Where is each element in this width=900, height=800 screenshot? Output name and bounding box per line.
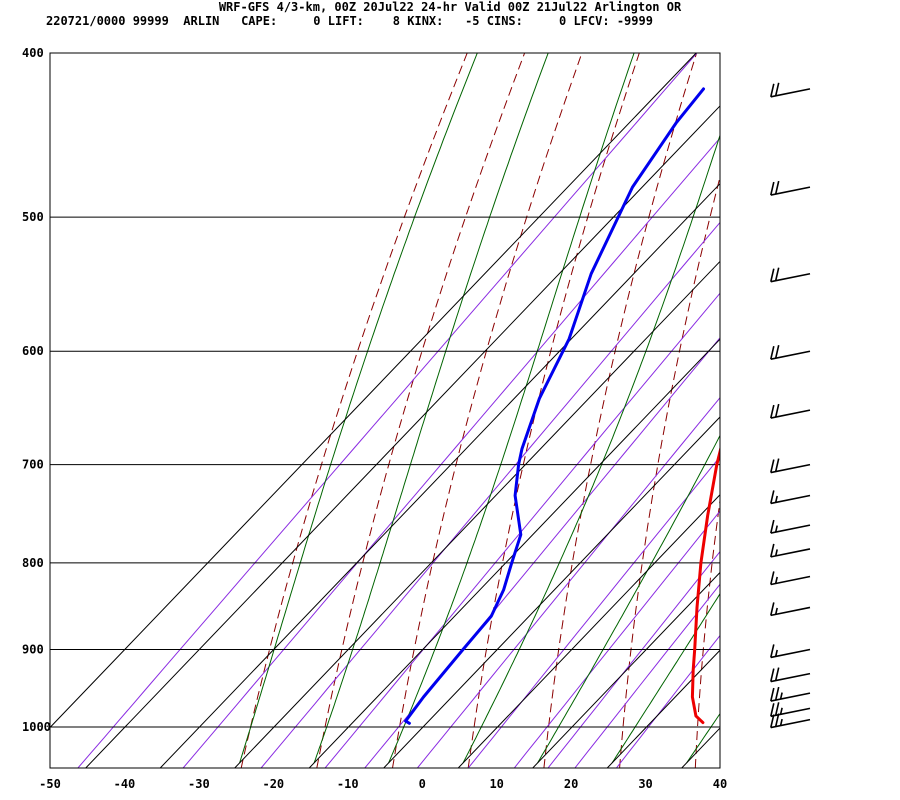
dry-adiabat — [694, 497, 720, 768]
moist-adiabat — [239, 53, 478, 764]
temperature-tick-label: -30 — [188, 777, 210, 791]
background-reference-lines — [77, 53, 900, 768]
isotherm — [383, 416, 721, 769]
pressure-tick-label: 700 — [22, 458, 44, 472]
pressure-tick-label: 900 — [22, 642, 44, 656]
wind-barb — [770, 713, 811, 729]
chart-title: WRF-GFS 4/3-km, 00Z 20Jul22 24-hr Valid … — [218, 0, 682, 14]
isotherm — [681, 727, 721, 769]
moist-adiabat — [686, 712, 720, 764]
wind-barb — [770, 667, 811, 683]
isotherm — [532, 572, 721, 769]
dry-adiabat — [392, 53, 583, 768]
pressure-tick-label: 400 — [22, 46, 44, 60]
dry-adiabat — [316, 53, 526, 768]
isotherm — [159, 183, 721, 769]
station-stats-line: 220721/0000 99999 ARLIN CAPE: 0 LIFT: 8 … — [46, 14, 653, 28]
stat-kinx: KINX: -5 — [400, 14, 480, 28]
temperature-tick-label: -20 — [262, 777, 284, 791]
temperature-tick-label: -40 — [114, 777, 136, 791]
temperature-axis-labels: -50 -40 -30 -20 -10 0 10 20 30 40 — [39, 777, 727, 791]
temperature-tick-label: 40 — [713, 777, 727, 791]
temperature-tick-label: 30 — [638, 777, 652, 791]
wind-barb — [770, 267, 811, 283]
mixing-ratio-line — [324, 292, 720, 768]
moist-adiabat — [313, 53, 549, 764]
mixing-ratio-line — [467, 455, 720, 768]
temperature-tick-label: 0 — [419, 777, 426, 791]
pressure-tick-label: 1000 — [22, 720, 51, 734]
sounding-profiles — [404, 87, 720, 725]
plot-frame — [49, 52, 721, 769]
temperature-tick-label: 10 — [489, 777, 503, 791]
mixing-ratio-line — [616, 634, 720, 768]
stability-indices: CAPE: 0 LIFT: 8 KINX: -5 CINS: 0 LFCV: -… — [219, 14, 653, 28]
mixing-ratio-line — [417, 396, 720, 768]
dry-adiabat — [847, 53, 900, 768]
wind-barb — [770, 519, 811, 534]
wind-barb — [770, 180, 811, 196]
temperature-tick-label: -50 — [39, 777, 61, 791]
isotherm — [606, 649, 721, 769]
temperature-tick-label: 20 — [564, 777, 578, 791]
wind-barb — [770, 403, 811, 419]
mixing-ratio-line — [513, 510, 720, 768]
isotherm — [457, 494, 721, 769]
moist-adiabat — [611, 592, 720, 764]
isotherm — [234, 261, 721, 769]
pressure-tick-label: 800 — [22, 556, 44, 570]
station-id: 220721/0000 99999 ARLIN — [46, 14, 220, 28]
moist-adiabat — [537, 434, 720, 764]
dry-adiabat — [619, 175, 720, 768]
mixing-ratio-line — [364, 337, 720, 768]
wind-barb — [770, 686, 811, 702]
moist-adiabat — [388, 53, 635, 764]
mixing-ratio-line — [574, 583, 720, 768]
isotherm — [49, 52, 697, 728]
pressure-tick-label: 600 — [22, 344, 44, 358]
dry-adiabat — [467, 53, 640, 768]
wind-barb — [770, 644, 811, 659]
wind-barb — [770, 458, 811, 474]
pressure-tick-label: 500 — [22, 210, 44, 224]
isotherm — [85, 105, 721, 769]
temperature-tick-label: -10 — [337, 777, 359, 791]
dry-adiabat — [543, 53, 698, 768]
mixing-ratio-line — [182, 137, 720, 768]
wind-barb — [770, 345, 811, 360]
wind-barb — [770, 571, 811, 586]
dry-adiabat — [771, 53, 869, 768]
grid-lines — [49, 52, 721, 769]
stat-cape: CAPE: 0 — [219, 14, 321, 28]
temperature-profile — [690, 445, 720, 725]
stat-cins: CINS: 0 — [479, 14, 567, 28]
wind-barb — [770, 490, 811, 505]
mixing-ratio-line — [547, 550, 720, 768]
moist-adiabat — [462, 133, 720, 764]
stat-lfcv: LFCV: -9999 — [566, 14, 653, 28]
wind-barb — [770, 702, 811, 718]
dewpoint-profile — [404, 87, 705, 725]
wind-barb — [770, 543, 811, 558]
mixing-ratio-line — [77, 53, 698, 768]
wind-barb — [770, 602, 811, 617]
wind-barbs — [770, 82, 811, 729]
pressure-axis-labels: 400 500 600 700 800 900 1000 — [22, 46, 51, 734]
dry-adiabat — [240, 53, 468, 768]
wind-barb — [770, 82, 811, 98]
stat-lift: LIFT: 8 — [320, 14, 401, 28]
